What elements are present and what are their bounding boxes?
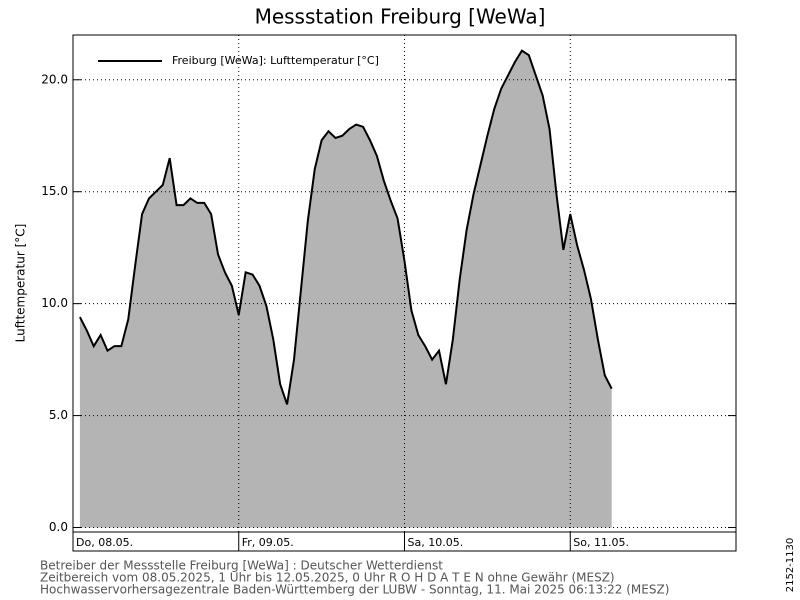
series-line: [79, 49, 613, 405]
area-fill: [79, 50, 612, 528]
y-tick-label: 15.0: [41, 184, 68, 198]
footer-line: Hochwasservorhersagezentrale Baden-Württ…: [40, 583, 669, 597]
legend-label: Freiburg [WeWa]: Lufttemperatur [°C]: [172, 54, 379, 67]
x-tick-label: Do, 08.05.: [76, 536, 133, 549]
y-tick-label: 0.0: [49, 520, 68, 534]
chart-title: Messstation Freiburg [WeWa]: [255, 5, 546, 29]
side-label: 2152-1130: [785, 538, 796, 593]
x-tick-label: Sa, 10.05.: [408, 536, 464, 549]
footer-line: Betreiber der Messstelle Freiburg [WeWa]…: [40, 559, 443, 573]
footer-line: Zeitbereich vom 08.05.2025, 1 Uhr bis 12…: [40, 571, 615, 585]
y-axis-label: Lufttemperatur [°C]: [14, 224, 28, 343]
date-strip: [72, 531, 737, 552]
y-tick-label: 20.0: [41, 72, 68, 86]
y-tick-label: 10.0: [41, 296, 68, 310]
x-tick-label: So, 11.05.: [573, 536, 629, 549]
x-tick-label: Fr, 09.05.: [242, 536, 294, 549]
y-tick-label: 5.0: [49, 408, 68, 422]
